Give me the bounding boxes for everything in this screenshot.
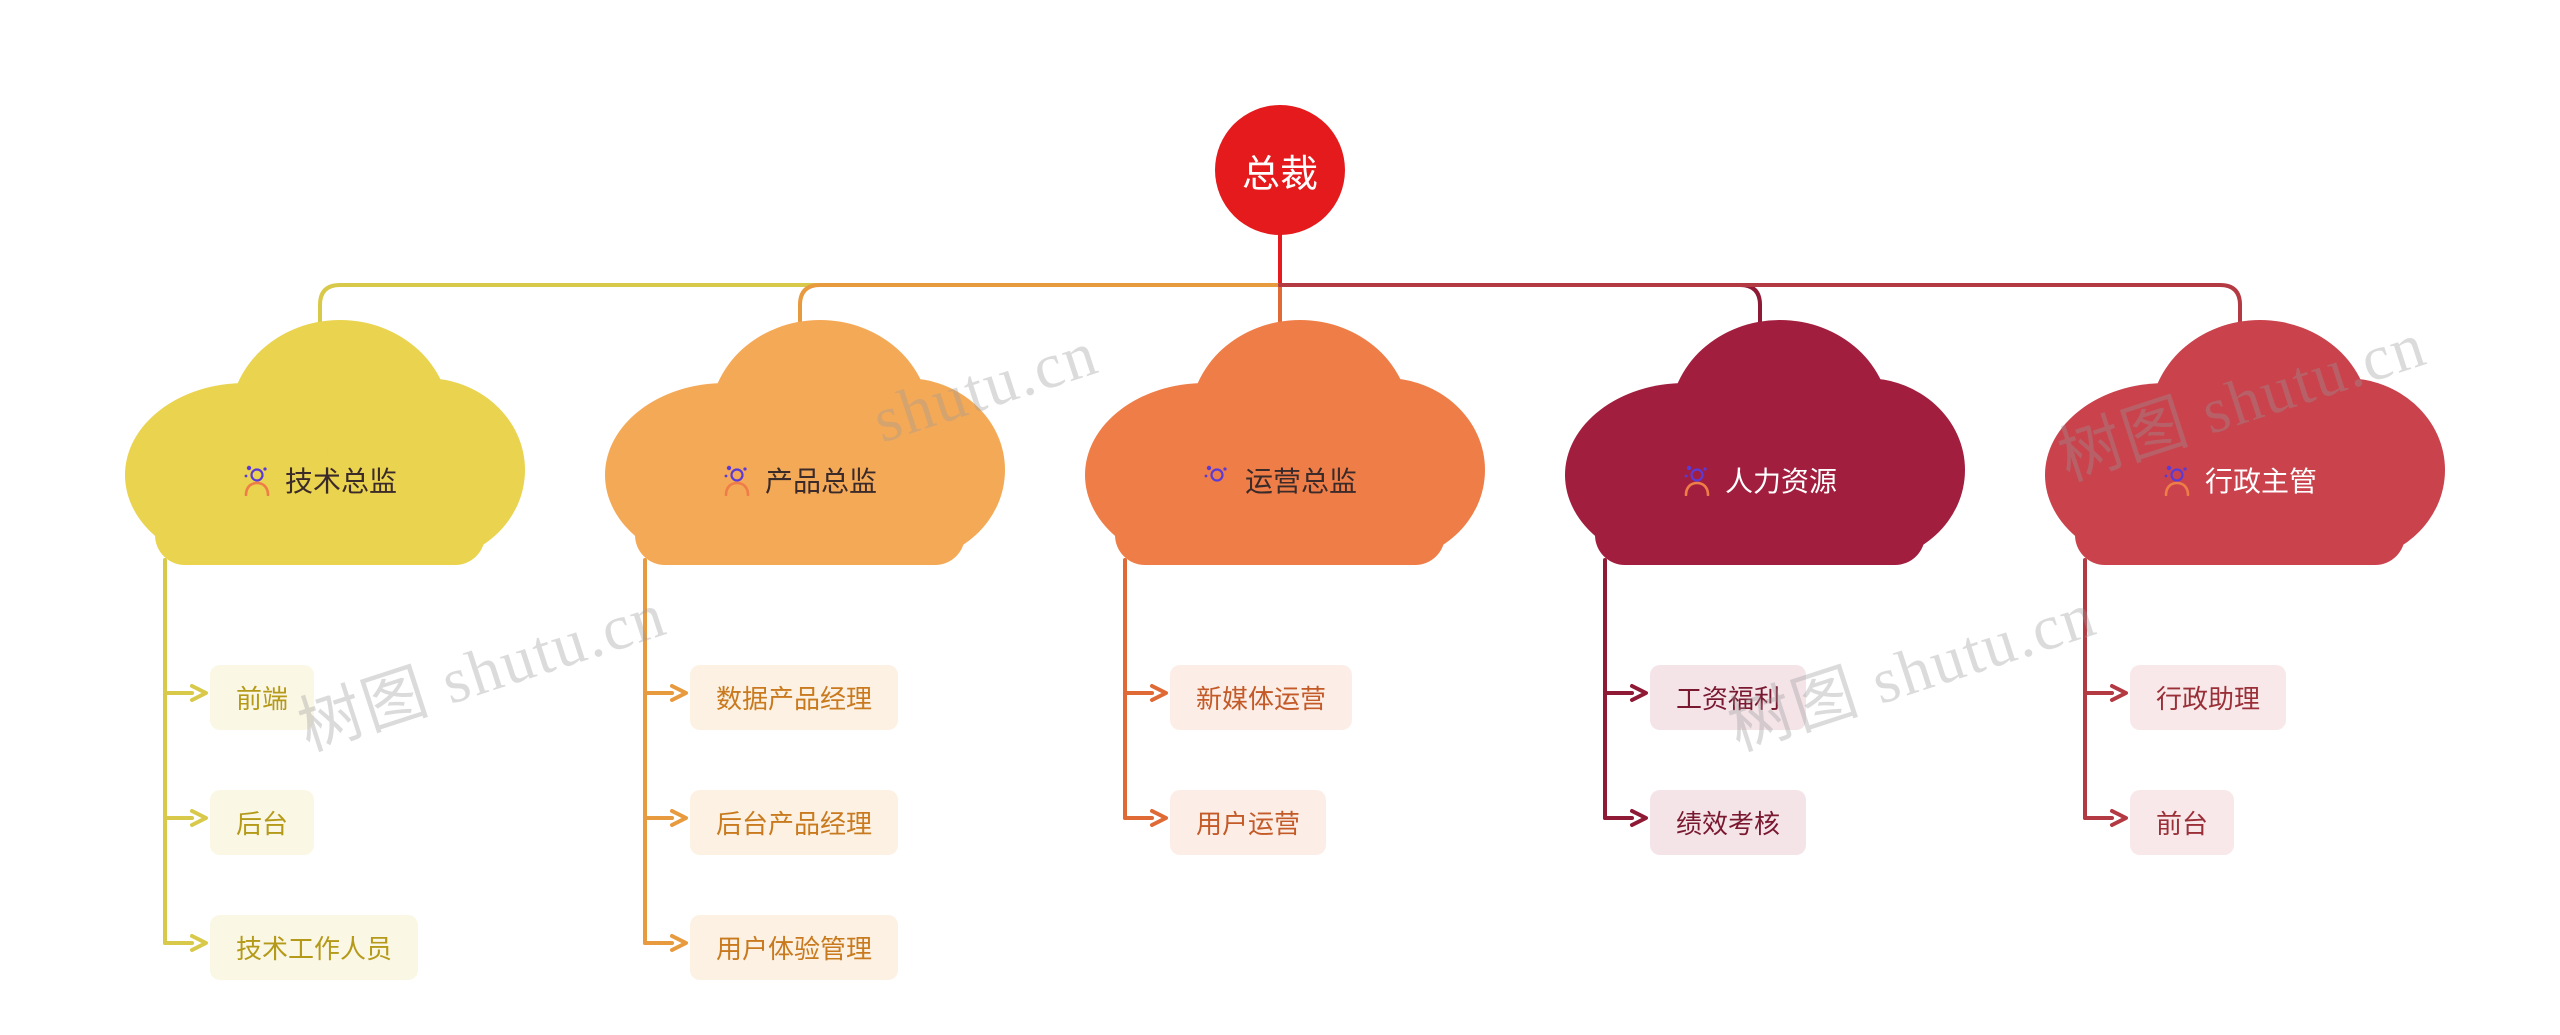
leaf-product-0: 数据产品经理 — [690, 665, 898, 730]
leaf-label-product-1: 后台产品经理 — [716, 809, 872, 839]
cloud-admin: 行政主管 — [2035, 300, 2445, 565]
dept-label-product: 产品总监 — [765, 460, 877, 500]
cloud-tech: 技术总监 — [115, 300, 525, 565]
cloud-ops: 运营总监 — [1075, 300, 1485, 565]
person-icon — [243, 464, 271, 496]
leaf-label-product-2: 用户体验管理 — [716, 934, 872, 964]
leaf-label-tech-1: 后台 — [236, 809, 288, 839]
leaf-label-hr-1: 绩效考核 — [1676, 809, 1780, 839]
cloud-label-product: 产品总监 — [595, 460, 1005, 500]
cloud-product: 产品总监 — [595, 300, 1005, 565]
dept-label-hr: 人力资源 — [1725, 460, 1837, 500]
leaf-product-1: 后台产品经理 — [690, 790, 898, 855]
leaf-label-admin-1: 前台 — [2156, 809, 2208, 839]
cloud-hr: 人力资源 — [1555, 300, 1965, 565]
leaf-ops-1: 用户运营 — [1170, 790, 1326, 855]
leaf-label-hr-0: 工资福利 — [1676, 684, 1780, 714]
dept-label-tech: 技术总监 — [285, 460, 397, 500]
leaf-hr-0: 工资福利 — [1650, 665, 1806, 730]
person-icon — [1683, 464, 1711, 496]
cloud-label-hr: 人力资源 — [1555, 460, 1965, 500]
leaf-hr-1: 绩效考核 — [1650, 790, 1806, 855]
leaf-label-tech-0: 前端 — [236, 684, 288, 714]
leaf-label-tech-2: 技术工作人员 — [236, 934, 392, 964]
leaf-label-ops-0: 新媒体运营 — [1196, 684, 1326, 714]
person-icon — [1203, 464, 1231, 496]
person-icon — [723, 464, 751, 496]
root-label: 总裁 — [1242, 143, 1318, 198]
leaf-label-ops-1: 用户运营 — [1196, 809, 1300, 839]
dept-label-admin: 行政主管 — [2205, 460, 2317, 500]
leaf-label-product-0: 数据产品经理 — [716, 684, 872, 714]
person-icon — [2163, 464, 2191, 496]
cloud-label-tech: 技术总监 — [115, 460, 525, 500]
leaf-admin-1: 前台 — [2130, 790, 2234, 855]
cloud-label-ops: 运营总监 — [1075, 460, 1485, 500]
leaf-label-admin-0: 行政助理 — [2156, 684, 2260, 714]
leaf-admin-0: 行政助理 — [2130, 665, 2286, 730]
leaf-tech-2: 技术工作人员 — [210, 915, 418, 980]
leaf-tech-0: 前端 — [210, 665, 314, 730]
leaf-ops-0: 新媒体运营 — [1170, 665, 1352, 730]
root-node: 总裁 — [1215, 105, 1345, 235]
dept-label-ops: 运营总监 — [1245, 460, 1357, 500]
cloud-label-admin: 行政主管 — [2035, 460, 2445, 500]
leaf-product-2: 用户体验管理 — [690, 915, 898, 980]
leaf-tech-1: 后台 — [210, 790, 314, 855]
